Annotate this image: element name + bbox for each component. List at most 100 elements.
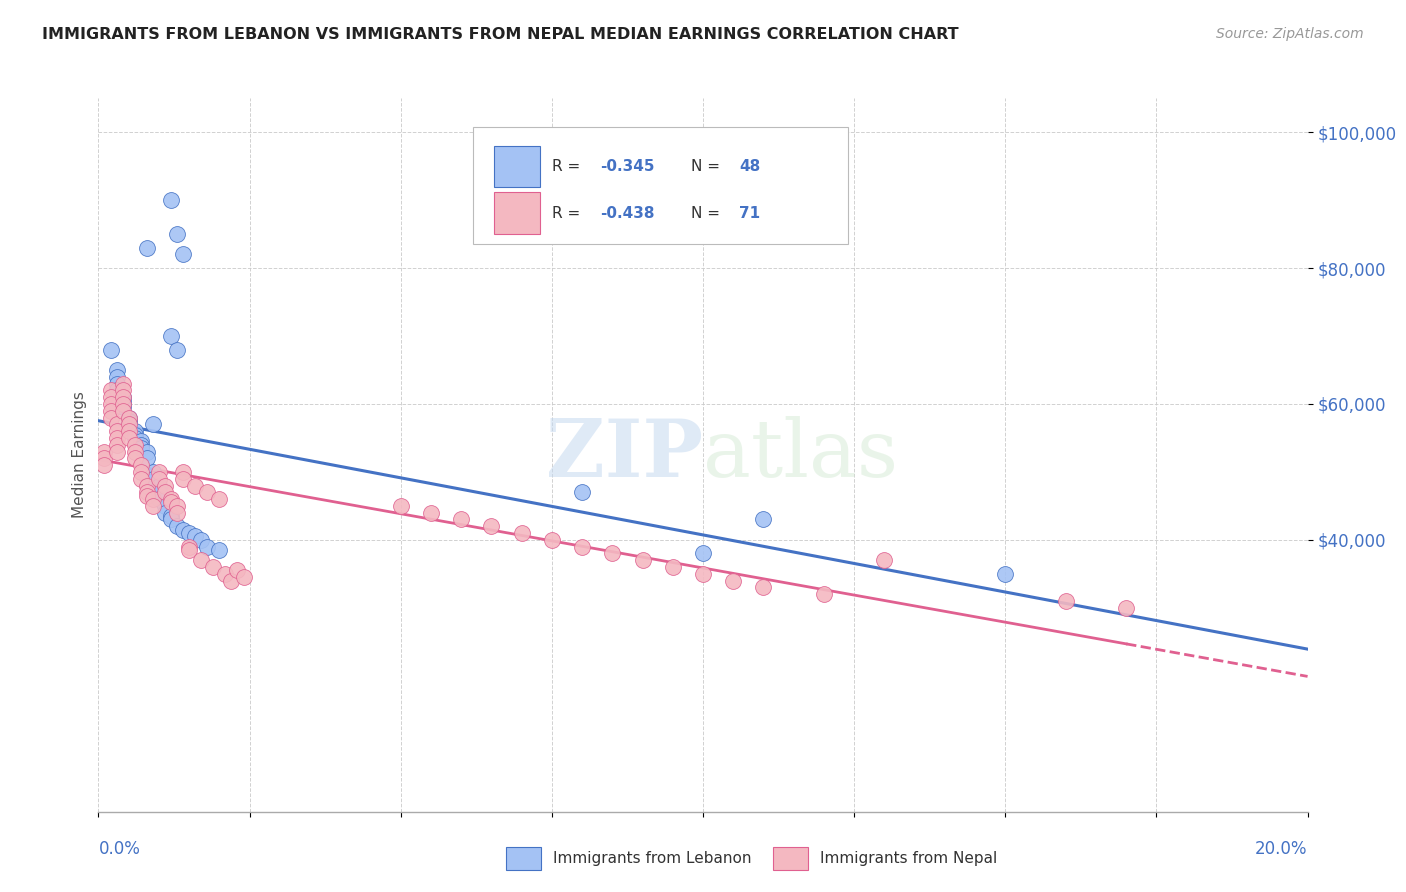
Point: [118, 410, 141, 425]
Point: [118, 421, 141, 435]
Point: [124, 444, 146, 458]
Point: [602, 546, 624, 560]
Point: [111, 401, 134, 415]
Point: [214, 566, 236, 581]
Point: [994, 566, 1017, 581]
Point: [100, 390, 122, 404]
Point: [160, 495, 183, 509]
Point: [111, 397, 134, 411]
Point: [124, 424, 146, 438]
Point: [105, 424, 128, 438]
Point: [142, 499, 165, 513]
Point: [166, 506, 188, 520]
Point: [135, 489, 157, 503]
Point: [208, 543, 231, 558]
Point: [111, 384, 134, 398]
Point: [752, 581, 775, 595]
Point: [177, 543, 201, 558]
Point: [166, 499, 188, 513]
Point: [166, 227, 188, 241]
Point: [142, 492, 165, 507]
Point: [540, 533, 562, 547]
Point: [129, 465, 152, 479]
Point: [111, 393, 134, 408]
Text: 0.0%: 0.0%: [98, 840, 141, 858]
Point: [148, 492, 170, 507]
Point: [172, 465, 194, 479]
Point: [184, 529, 207, 543]
Point: [148, 465, 170, 479]
Point: [389, 499, 412, 513]
Text: N =: N =: [690, 159, 724, 174]
Text: IMMIGRANTS FROM LEBANON VS IMMIGRANTS FROM NEPAL MEDIAN EARNINGS CORRELATION CHA: IMMIGRANTS FROM LEBANON VS IMMIGRANTS FR…: [42, 27, 959, 42]
Point: [160, 509, 183, 524]
Point: [129, 438, 152, 452]
Point: [135, 444, 157, 458]
Point: [142, 472, 165, 486]
Point: [172, 247, 194, 261]
Point: [160, 329, 183, 343]
Point: [135, 485, 157, 500]
Point: [124, 451, 146, 466]
Point: [100, 384, 122, 398]
Point: [692, 566, 714, 581]
Point: [661, 560, 683, 574]
Point: [184, 478, 207, 492]
Text: R =: R =: [551, 206, 585, 221]
Point: [105, 384, 128, 398]
FancyBboxPatch shape: [494, 193, 540, 234]
Text: 20.0%: 20.0%: [1256, 840, 1308, 858]
Point: [118, 414, 141, 428]
Point: [129, 458, 152, 472]
Point: [172, 472, 194, 486]
Point: [111, 390, 134, 404]
Point: [142, 465, 165, 479]
Point: [118, 424, 141, 438]
FancyBboxPatch shape: [474, 127, 848, 244]
Point: [148, 485, 170, 500]
Text: 48: 48: [740, 159, 761, 174]
Point: [177, 540, 201, 554]
Text: -0.345: -0.345: [600, 159, 655, 174]
Point: [177, 526, 201, 541]
Point: [208, 492, 231, 507]
Text: atlas: atlas: [703, 416, 898, 494]
Point: [148, 472, 170, 486]
Point: [813, 587, 835, 601]
Point: [111, 390, 134, 404]
Point: [118, 431, 141, 445]
Point: [105, 431, 128, 445]
Text: ZIP: ZIP: [546, 416, 703, 494]
Point: [166, 519, 188, 533]
Point: [721, 574, 744, 588]
Y-axis label: Median Earnings: Median Earnings: [72, 392, 87, 518]
Point: [100, 403, 122, 417]
Point: [111, 397, 134, 411]
Point: [93, 451, 115, 466]
Point: [510, 526, 533, 541]
Point: [93, 458, 115, 472]
Point: [118, 417, 141, 432]
Point: [221, 574, 243, 588]
Point: [692, 546, 714, 560]
Point: [450, 512, 472, 526]
Point: [195, 540, 218, 554]
Point: [873, 553, 896, 567]
Point: [1115, 600, 1137, 615]
Point: [105, 444, 128, 458]
Point: [111, 376, 134, 391]
Point: [100, 343, 122, 357]
Point: [129, 434, 152, 449]
Text: 71: 71: [740, 206, 761, 221]
Point: [124, 438, 146, 452]
Point: [631, 553, 654, 567]
Point: [129, 472, 152, 486]
Text: R =: R =: [551, 159, 585, 174]
Point: [105, 438, 128, 452]
Point: [172, 523, 194, 537]
Point: [571, 540, 593, 554]
Point: [148, 478, 170, 492]
Point: [160, 193, 183, 207]
Point: [195, 485, 218, 500]
Point: [111, 403, 134, 417]
